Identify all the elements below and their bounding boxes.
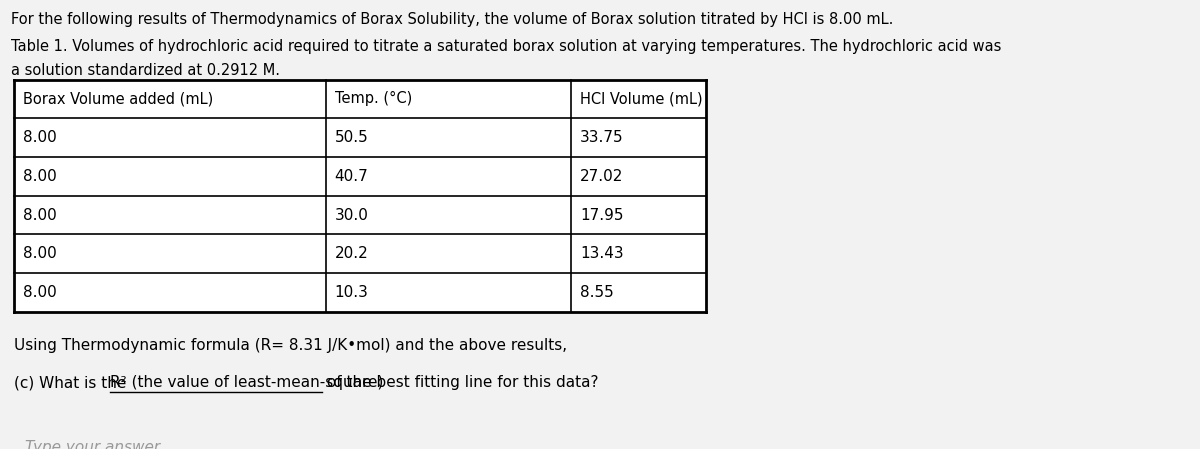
Text: Type your answer...: Type your answer... <box>25 440 173 449</box>
Text: 8.00: 8.00 <box>23 169 56 184</box>
Text: HCl Volume (mL): HCl Volume (mL) <box>580 92 702 106</box>
Text: 50.5: 50.5 <box>335 130 368 145</box>
Text: 27.02: 27.02 <box>580 169 623 184</box>
Text: 8.00: 8.00 <box>23 207 56 223</box>
Text: 8.55: 8.55 <box>580 285 613 300</box>
Text: Borax Volume added (mL): Borax Volume added (mL) <box>23 92 212 106</box>
Text: Using Thermodynamic formula (R= 8.31 J/K•mol) and the above results,: Using Thermodynamic formula (R= 8.31 J/K… <box>13 339 566 353</box>
Bar <box>13 196 707 234</box>
Bar <box>13 79 707 118</box>
Text: 17.95: 17.95 <box>580 207 623 223</box>
Text: of the best fitting line for this data?: of the best fitting line for this data? <box>322 375 599 390</box>
Text: 40.7: 40.7 <box>335 169 368 184</box>
Text: R² (the value of least-mean-square): R² (the value of least-mean-square) <box>110 375 384 390</box>
Bar <box>13 273 707 312</box>
Text: (c) What is the: (c) What is the <box>13 375 131 390</box>
Text: 33.75: 33.75 <box>580 130 624 145</box>
Bar <box>13 118 707 157</box>
Text: a solution standardized at 0.2912 M.: a solution standardized at 0.2912 M. <box>11 63 281 78</box>
Text: Temp. (°C): Temp. (°C) <box>335 92 412 106</box>
Text: 8.00: 8.00 <box>23 247 56 261</box>
FancyBboxPatch shape <box>10 424 1121 449</box>
Text: 8.00: 8.00 <box>23 285 56 300</box>
Text: 13.43: 13.43 <box>580 247 624 261</box>
Text: 8.00: 8.00 <box>23 130 56 145</box>
Text: 20.2: 20.2 <box>335 247 368 261</box>
Text: 10.3: 10.3 <box>335 285 368 300</box>
Text: For the following results of Thermodynamics of Borax Solubility, the volume of B: For the following results of Thermodynam… <box>11 12 894 27</box>
Bar <box>13 234 707 273</box>
Text: Table 1. Volumes of hydrochloric acid required to titrate a saturated borax solu: Table 1. Volumes of hydrochloric acid re… <box>11 39 1002 54</box>
Text: 30.0: 30.0 <box>335 207 368 223</box>
Bar <box>13 157 707 196</box>
